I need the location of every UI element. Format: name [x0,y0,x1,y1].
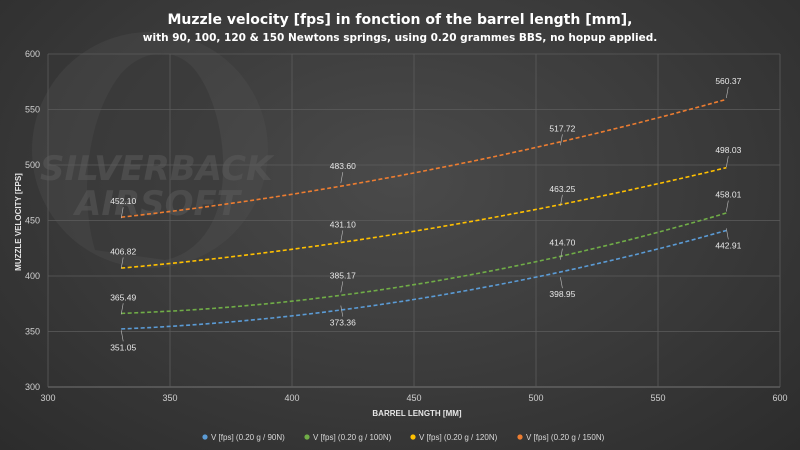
data-label: 560.37 [715,76,741,86]
leader-line [560,277,563,289]
legend-item[interactable]: V [fps] (0.20 g / 100N) [304,433,392,442]
data-label: 373.36 [330,318,356,328]
data-label: 365.49 [110,292,136,302]
chart-title: Muzzle velocity [fps] in fonction of the… [167,12,632,28]
data-labels: 351.05 373.36 398.95 442.91 365.49 385.17 414.… [110,76,741,352]
legend-swatch [517,434,523,440]
leader-line [560,248,563,260]
data-label: 398.95 [549,289,575,299]
leader-line [120,257,124,269]
leader-line [726,156,729,168]
chart-subtitle: with 90, 100, 120 & 150 Newtons springs,… [143,32,657,44]
y-tick-label: 350 [25,327,40,337]
series-line [121,166,727,269]
data-label: 458.01 [715,190,741,200]
legend-label: V [fps] (0.20 g / 150N) [526,433,605,442]
watermark: SILVERBACK AIRSOFT [32,32,275,268]
watermark-line-2: AIRSOFT [72,184,243,224]
x-tick-label: 400 [284,393,299,403]
data-label: 452.10 [110,196,136,206]
leader-line [340,172,344,184]
legend-label: V [fps] (0.20 g / 120N) [419,433,498,442]
y-tick-label: 500 [25,160,40,170]
data-label: 414.70 [549,238,575,248]
x-axis: 300 350 400 450 500 550 600 [40,393,787,403]
leader-line [726,228,729,240]
series-line [121,98,727,218]
x-tick-label: 300 [40,393,55,403]
data-label: 431.10 [330,219,356,229]
x-tick-label: 600 [772,393,787,403]
data-label: 406.82 [110,246,136,256]
data-label: 498.03 [715,145,741,155]
leader-line [120,207,124,219]
leader-line [120,303,124,315]
y-tick-label: 300 [25,382,40,392]
leader-line [726,86,729,99]
leader-line [340,305,344,317]
data-label: 442.91 [715,240,741,250]
data-label: 463.25 [549,184,575,194]
data-label: 385.17 [330,270,356,280]
x-tick-label: 550 [650,393,665,403]
y-axis: 300 350 400 450 500 550 600 [25,49,40,392]
legend-item[interactable]: V [fps] (0.20 g / 150N) [517,433,605,442]
watermark-line-1: SILVERBACK [40,149,275,189]
data-label: 517.72 [549,123,575,133]
legend-item[interactable]: V [fps] (0.20 g / 120N) [410,433,498,442]
grid [47,53,781,388]
y-axis-label: MUZZLE VELOCITY [FPS] [14,173,23,271]
leader-line [340,281,344,293]
data-label: 351.05 [110,342,136,352]
series-line [121,212,727,315]
leader-line [726,200,729,212]
legend-swatch [202,434,208,440]
y-tick-label: 450 [25,216,40,226]
leader-line [340,230,344,242]
data-label: 483.60 [330,161,356,171]
legend-swatch [304,434,310,440]
leader-line [560,194,563,206]
legend-label: V [fps] (0.20 g / 90N) [211,433,285,442]
y-tick-label: 600 [25,49,40,59]
leader-line [560,134,563,146]
leader-line [120,330,124,342]
watermark-gorilla-shape [32,32,268,268]
x-axis-label: BARREL LENGTH [MM] [372,409,462,418]
x-tick-label: 500 [528,393,543,403]
legend-swatch [410,434,416,440]
series-line [121,229,727,330]
y-tick-label: 550 [25,105,40,115]
x-tick-label: 450 [406,393,421,403]
x-tick-label: 350 [162,393,177,403]
legend[interactable]: V [fps] (0.20 g / 90N) V [fps] (0.20 g / … [202,433,605,442]
legend-label: V [fps] (0.20 g / 100N) [313,433,392,442]
y-tick-label: 400 [25,271,40,281]
legend-item[interactable]: V [fps] (0.20 g / 90N) [202,433,285,442]
